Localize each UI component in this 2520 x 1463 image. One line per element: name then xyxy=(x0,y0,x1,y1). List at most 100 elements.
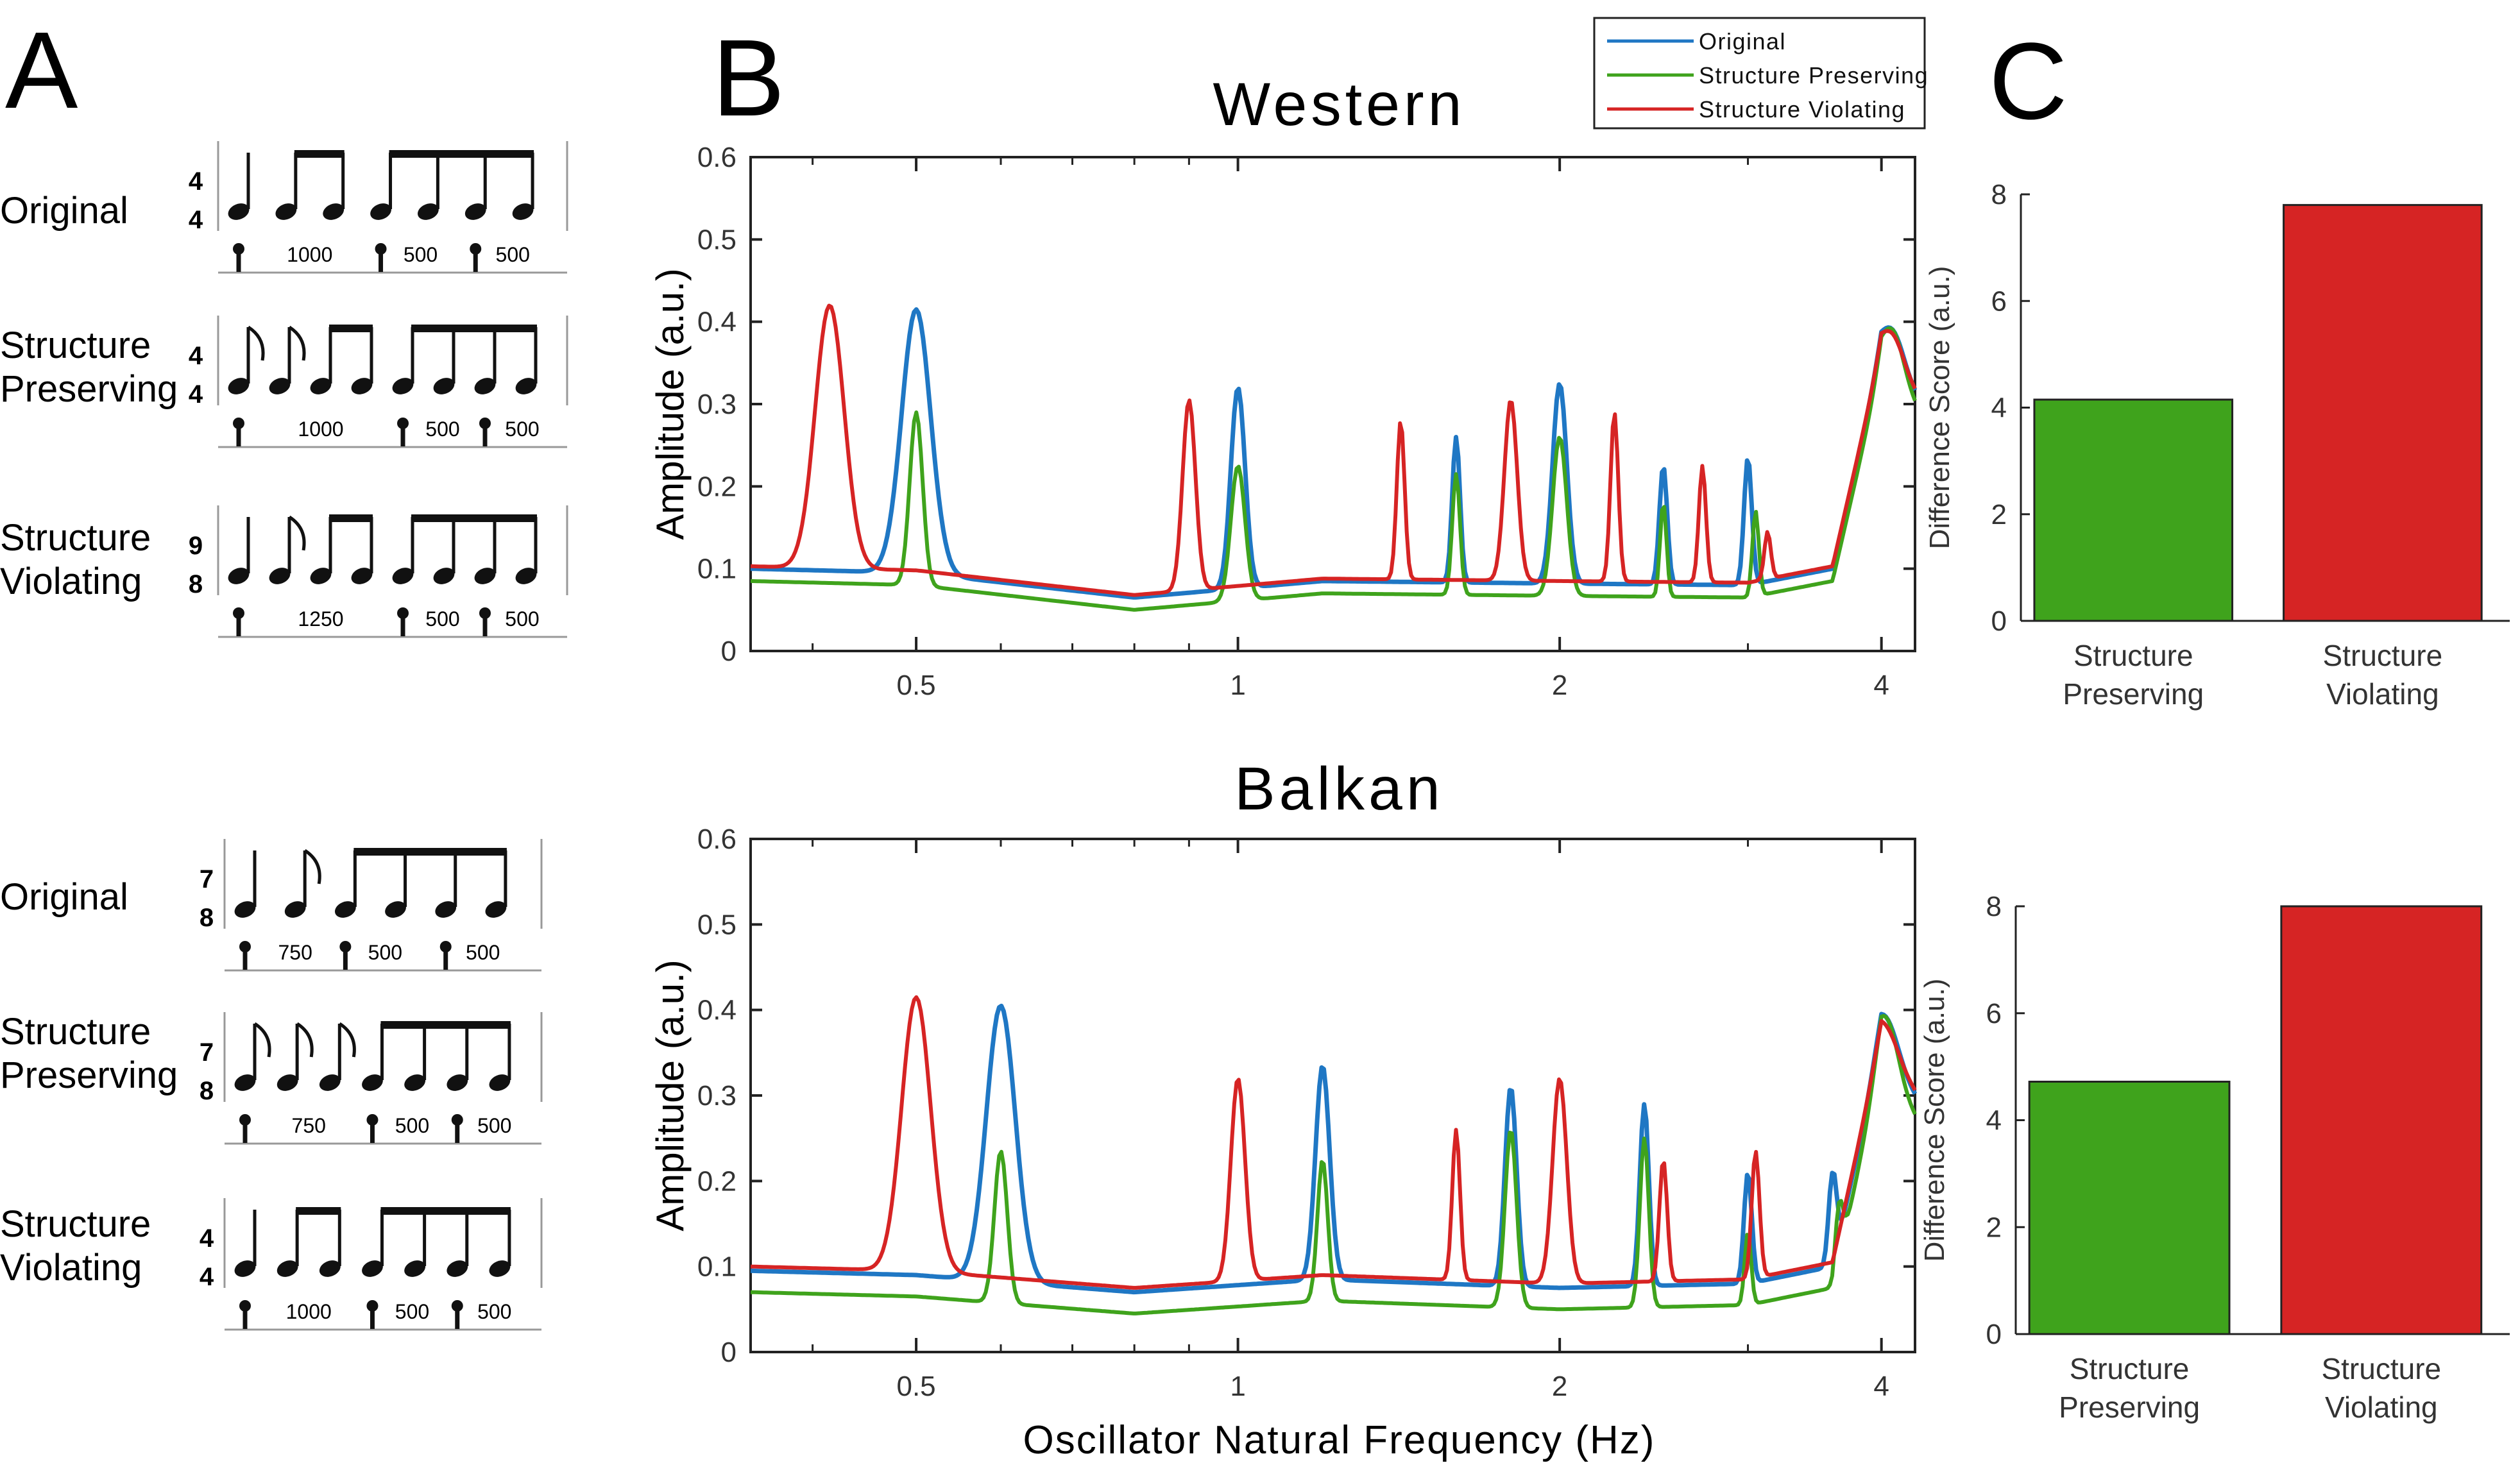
y-tick-label: 0.6 xyxy=(697,142,736,173)
western-amplitude-chart: Western 0 0.1 0.2 0.3 0.4 0.5 0.6 0.5 1 2 4 Amplitud… xyxy=(649,17,1928,701)
time-signature-top: 4 xyxy=(189,342,203,370)
note-head xyxy=(234,901,256,918)
note-beam xyxy=(353,848,507,856)
y-tick-label: 0.3 xyxy=(697,1080,736,1112)
interval-label: 500 xyxy=(425,607,459,630)
time-signature-bottom: 8 xyxy=(189,570,203,598)
note-head xyxy=(404,1260,426,1277)
note-head xyxy=(404,1074,426,1091)
bar-structure-preserving xyxy=(2028,1080,2231,1335)
note-beam xyxy=(411,514,537,522)
y-tick-label: 0.5 xyxy=(697,224,736,255)
interval-label: 1000 xyxy=(287,243,332,266)
interval-label: 750 xyxy=(292,1114,326,1137)
series-line-structure-preserving xyxy=(750,1013,1917,1315)
category-label: Structure xyxy=(2073,639,2193,672)
series-line-structure-violating xyxy=(750,303,1917,597)
note-head xyxy=(284,901,306,918)
onset-dot xyxy=(439,941,452,952)
legend-label: Structure Preserving xyxy=(1699,62,1928,89)
x-tick-label: 0.5 xyxy=(896,670,935,701)
note-head xyxy=(234,1260,256,1277)
note-head xyxy=(385,901,406,918)
interval-label: 500 xyxy=(477,1114,511,1137)
note-beam xyxy=(380,1207,511,1215)
rhythm-label: Structure xyxy=(0,1011,151,1053)
x-tick-label: 2 xyxy=(1552,670,1567,701)
note-flag xyxy=(247,325,265,361)
rhythm-label: Structure xyxy=(0,1203,151,1245)
y-tick-label: 0.3 xyxy=(697,389,736,420)
y-axis-label: Difference Score (a.u.) xyxy=(1919,979,1950,1262)
interval-label: 500 xyxy=(496,243,530,266)
time-signature-top: 7 xyxy=(200,1038,214,1067)
note-head xyxy=(310,378,332,394)
category-label: Preserving xyxy=(2059,1391,2200,1424)
chart-title: Western xyxy=(1213,71,1466,139)
interval-label: 750 xyxy=(278,941,312,964)
interval-label: 500 xyxy=(404,243,438,266)
panel-label-c: C xyxy=(1989,21,2068,142)
note-flag xyxy=(338,1022,356,1058)
note-head xyxy=(515,568,537,584)
onset-dot xyxy=(451,1300,463,1312)
note-head xyxy=(228,378,250,394)
y-axis-label: Amplitude (a.u.) xyxy=(649,268,692,540)
onset-dot xyxy=(397,607,409,619)
note-beam xyxy=(389,150,534,158)
rhythm-row: Original 4 4 1000 500 500 xyxy=(0,141,568,274)
time-signature-bottom: 8 xyxy=(200,904,214,932)
onset-dot xyxy=(479,418,491,429)
time-signature-bottom: 4 xyxy=(189,206,203,234)
y-tick-label: 2 xyxy=(1986,1212,2002,1243)
note-flag xyxy=(253,1022,271,1058)
y-tick-label: 0 xyxy=(721,1337,736,1368)
balkan-difference-score-chart: 0 2 4 6 8 Difference Score (a.u.) Structure Pre… xyxy=(1919,891,2510,1424)
note-head xyxy=(277,1074,298,1091)
y-tick-label: 8 xyxy=(1986,891,2002,922)
rhythm-label: Violating xyxy=(0,1247,142,1289)
y-tick-label: 6 xyxy=(1991,285,2007,317)
rhythm-label: Violating xyxy=(0,561,142,602)
note-head xyxy=(228,203,250,220)
y-tick-label: 0.6 xyxy=(697,824,736,855)
note-head xyxy=(417,203,439,220)
y-tick-label: 0.1 xyxy=(697,1251,736,1283)
interval-label: 500 xyxy=(368,941,402,964)
time-signature-top: 4 xyxy=(189,167,203,196)
x-tick-label: 4 xyxy=(1873,1371,1889,1402)
note-head xyxy=(489,1260,511,1277)
onset-dot xyxy=(366,1300,379,1312)
time-signature-bottom: 4 xyxy=(200,1263,214,1291)
legend-label: Original xyxy=(1699,28,1786,55)
rhythm-row: Original 7 8 750 500 500 xyxy=(0,839,543,972)
rhythm-label: Original xyxy=(0,190,128,232)
note-head xyxy=(319,1074,341,1091)
y-tick-label: 8 xyxy=(1991,179,2007,210)
note-head xyxy=(323,203,345,220)
onset-dot xyxy=(239,1300,251,1312)
chart-legend: Original Structure Preserving Structure Vi… xyxy=(1593,17,1928,130)
onset-dot xyxy=(239,941,251,952)
note-head xyxy=(269,378,291,394)
note-beam xyxy=(329,514,373,522)
interval-label: 500 xyxy=(425,418,459,441)
rhythm-label: Structure xyxy=(0,325,151,366)
note-head xyxy=(433,378,455,394)
y-tick-label: 4 xyxy=(1991,393,2007,424)
bar-structure-preserving xyxy=(2033,398,2234,622)
bar-structure-violating xyxy=(2280,905,2483,1335)
note-head xyxy=(334,901,356,918)
x-tick-label: 0.5 xyxy=(896,1371,935,1402)
note-head xyxy=(512,203,534,220)
bar-structure-violating xyxy=(2283,204,2483,622)
interval-label: 1250 xyxy=(298,607,343,630)
note-flag xyxy=(288,515,306,551)
interval-label: 1000 xyxy=(286,1300,332,1323)
x-tick-label: 1 xyxy=(1230,1371,1245,1402)
onset-dot xyxy=(451,1114,463,1126)
time-signature-top: 4 xyxy=(200,1224,214,1253)
